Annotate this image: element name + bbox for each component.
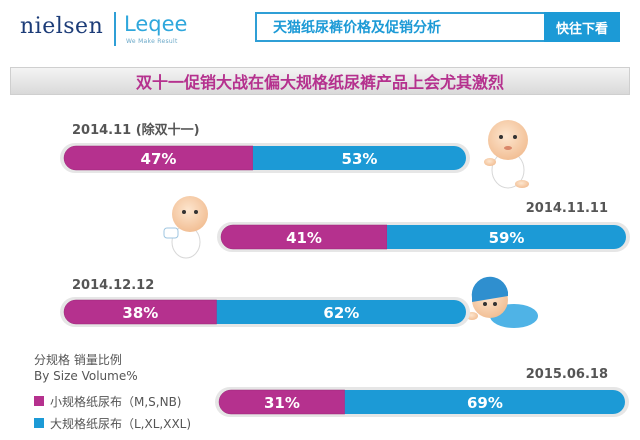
chart-title-banner: 双十一促销大战在偏大规格纸尿裤产品上会尤其激烈 <box>10 67 630 95</box>
bar-label-large-0: 53% <box>342 150 378 168</box>
bar-label-small-2: 38% <box>122 304 158 322</box>
bar-large-1 <box>387 225 626 249</box>
category-label-2: 2014.12.12 <box>72 278 154 293</box>
leqee-logo-tagline: We Make Result <box>126 38 178 45</box>
legend-title: 分规格 销量比例 <box>34 353 122 367</box>
baby-illustration-1 <box>484 120 529 189</box>
category-label-0: 2014.11 (除双十一) <box>72 122 200 138</box>
page-title: 天猫纸尿裤价格及促销分析 <box>255 12 544 42</box>
legend-label-small: 小规格纸尿布（M,S,NB) <box>50 394 182 409</box>
bar-label-large-1: 59% <box>489 229 525 247</box>
baby-illustration-2 <box>163 196 208 259</box>
leqee-logo: Leqee <box>124 12 188 36</box>
bar-label-small-1: 41% <box>286 229 322 247</box>
bar-small-2 <box>63 299 218 325</box>
bar-small-0 <box>63 145 254 171</box>
bar-label-small-0: 47% <box>141 150 177 168</box>
scroll-down-button[interactable]: 快往下看 <box>544 12 620 42</box>
legend-subtitle: By Size Volume% <box>34 369 138 383</box>
legend-item-small: 小规格纸尿布（M,S,NB) <box>34 390 191 412</box>
bar-label-small-3: 31% <box>264 394 300 412</box>
bar-large-2 <box>216 300 466 324</box>
legend-label-large: 大规格纸尿布（L,XL,XXL) <box>50 416 192 431</box>
bar-small-1 <box>220 224 388 250</box>
bar-large-3 <box>344 390 625 414</box>
header: nielsen Leqee We Make Result 天猫纸尿裤价格及促销分… <box>0 0 640 62</box>
baby-illustration-3 <box>466 276 538 328</box>
bar-label-large-2: 62% <box>323 304 359 322</box>
bar-large-0 <box>252 146 466 170</box>
logo-divider <box>114 12 116 46</box>
bar-small-3 <box>218 389 346 415</box>
legend-item-large: 大规格纸尿布（L,XL,XXL) <box>34 412 191 434</box>
legend-swatch-large <box>34 418 44 428</box>
category-label-1: 2014.11.11 <box>526 201 608 216</box>
legend: 分规格 销量比例 By Size Volume% 小规格纸尿布（M,S,NB) … <box>34 352 191 434</box>
bar-label-large-3: 69% <box>467 394 503 412</box>
category-label-3: 2015.06.18 <box>526 367 608 382</box>
nielsen-logo: nielsen <box>20 14 104 39</box>
legend-swatch-small <box>34 396 44 406</box>
bars-group: 2014.11 (除双十一) 47% 53% 2014.11.11 41% 59% 2014… <box>60 122 630 417</box>
